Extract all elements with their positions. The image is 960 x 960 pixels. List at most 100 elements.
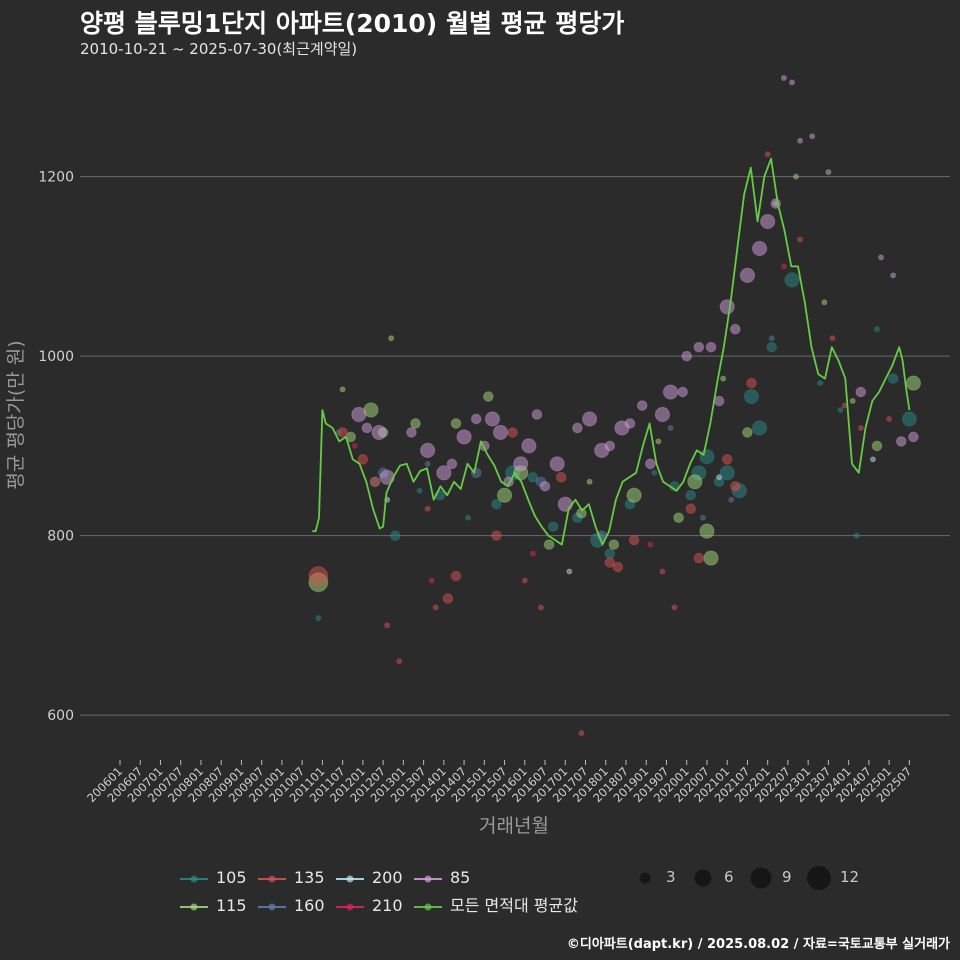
legend-item-2: 115 [180, 896, 247, 916]
size-legend-item: 9 [748, 862, 792, 892]
size-legend-item: 6 [690, 862, 734, 892]
legend-swatch [180, 903, 208, 910]
legend-item-4: 160 [258, 896, 325, 916]
scatter-point-160 [768, 335, 775, 342]
scatter-point-135 [746, 377, 757, 389]
scatter-point-85 [604, 440, 616, 452]
scatter-point-105 [527, 472, 539, 483]
scatter-point-135 [628, 534, 640, 546]
scatter-point-105 [315, 615, 322, 622]
legend-swatch [258, 875, 286, 882]
legend-label: 200 [372, 868, 403, 887]
scatter-point-135 [450, 570, 462, 582]
size-legend-circle [750, 867, 772, 888]
scatter-point-115 [483, 391, 494, 402]
y-axis-label: 평균 평당가(만 원) [5, 340, 27, 489]
scatter-point-85 [470, 413, 482, 425]
scatter-point-135 [507, 427, 518, 438]
scatter-point-85 [729, 323, 741, 335]
size-legend-circle [639, 872, 651, 883]
scatter-point-105 [491, 498, 502, 510]
scatter-point-85 [539, 480, 551, 492]
scatter-point-115 [703, 550, 719, 566]
scatter-point-135 [357, 454, 369, 465]
scatter-point-85 [406, 427, 417, 438]
scatter-point-105 [837, 407, 844, 413]
scatter-point-105 [685, 489, 697, 501]
scatter-point-160 [728, 496, 735, 503]
scatter-point-85 [662, 384, 679, 400]
scatter-point-135 [337, 427, 348, 438]
scatter-point-85 [855, 386, 867, 398]
scatter-point-135 [396, 658, 403, 665]
legend-item-7: 85 [414, 868, 470, 888]
legend-item-3: 135 [258, 868, 325, 888]
legend-item-1: 105 [180, 868, 247, 888]
scatter-point-105 [719, 465, 735, 481]
scatter-point-135 [369, 476, 381, 488]
scatter-point-85 [780, 74, 787, 81]
legend-swatch [180, 875, 208, 882]
scatter-point-135 [685, 503, 697, 515]
scatter-point-115 [821, 299, 828, 306]
scatter-point-115 [655, 438, 662, 445]
scatter-point-85 [644, 458, 656, 470]
scatter-point-210 [351, 442, 358, 449]
scatter-point-85 [636, 400, 648, 411]
scatter-point-105 [699, 449, 715, 465]
legend-label: 210 [372, 896, 403, 915]
source-caption: ©디아파트(dapt.kr) / 2025.08.02 / 자료=국토교통부 실… [566, 937, 950, 952]
legend-swatch [414, 875, 442, 882]
legend-label: 135 [294, 868, 325, 887]
scatter-point-135 [693, 552, 705, 564]
scatter-point-135 [604, 557, 616, 568]
legend-label: 115 [216, 896, 247, 915]
scatter-point-135 [424, 505, 431, 512]
scatter-point-105 [853, 532, 860, 539]
legend-swatch [258, 903, 286, 910]
scatter-point-85 [572, 422, 583, 434]
scatter-point-135 [578, 730, 585, 737]
scatter-point-105 [389, 530, 401, 541]
scatter-point-85 [654, 406, 671, 423]
scatter-point-85 [492, 424, 509, 441]
scatter-point-85 [739, 267, 756, 283]
scatter-point-85 [713, 395, 725, 407]
scatter-point-85 [878, 254, 885, 261]
scatter-point-105 [887, 373, 899, 384]
scatter-point-85 [681, 350, 693, 362]
y-tick-label: 800 [47, 529, 74, 545]
scatter-point-200 [716, 474, 723, 481]
legend-label: 85 [450, 868, 471, 887]
scatter-point-115 [793, 173, 800, 180]
scatter-point-210 [428, 577, 435, 584]
size-legend-item: 12 [806, 862, 859, 892]
scatter-point-115 [410, 418, 421, 429]
scatter-point-115 [608, 539, 620, 550]
scatter-point-160 [470, 467, 482, 479]
scatter-point-135 [857, 424, 864, 431]
scatter-point-105 [901, 411, 917, 427]
scatter-point-115 [339, 386, 346, 393]
scatter-point-85 [531, 409, 543, 420]
size-legend-item: 3 [632, 862, 676, 892]
scatter-point-85 [351, 406, 367, 423]
scatter-point-200 [869, 456, 876, 463]
scatter-point-85 [693, 341, 705, 353]
size-legend-label: 6 [724, 868, 734, 886]
legend-item-8: 모든 면적대 평균값 [414, 896, 578, 916]
scatter-point-105 [743, 388, 760, 405]
size-legend-label: 12 [840, 868, 860, 886]
scatter-point-85 [581, 411, 598, 427]
size-legend-circle [694, 869, 712, 886]
scatter-point-105 [817, 380, 824, 387]
scatter-point-115 [849, 398, 856, 405]
scatter-point-105 [766, 341, 778, 353]
scatter-point-85 [521, 438, 537, 454]
y-tick-label: 1200 [38, 170, 74, 186]
scatter-point-85 [371, 424, 387, 441]
scatter-point-115 [673, 512, 684, 523]
scatter-point-115 [586, 478, 593, 485]
scatter-point-115 [543, 539, 555, 550]
size-legend-circle [807, 865, 831, 890]
